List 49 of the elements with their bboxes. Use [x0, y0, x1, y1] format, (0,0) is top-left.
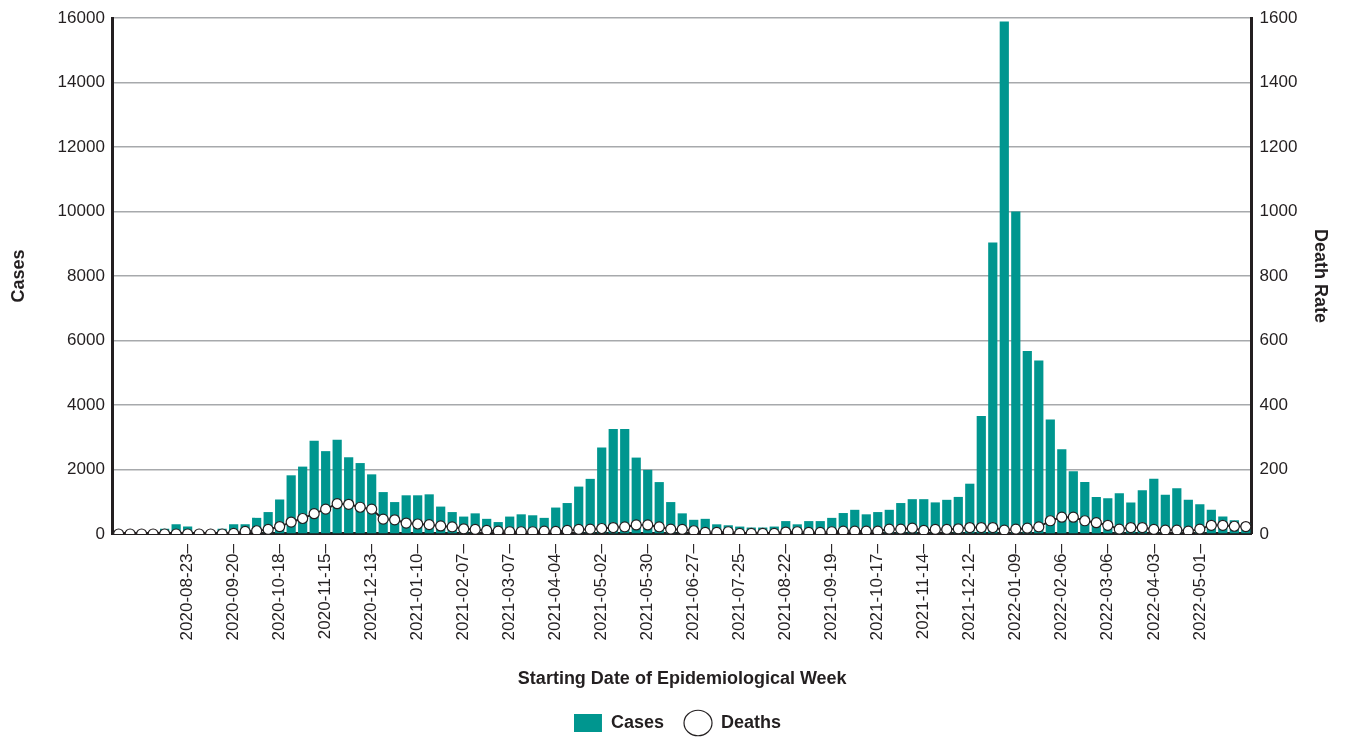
x-tick-label: 2022-04-03– — [1143, 543, 1163, 641]
x-tick-label: 2021-10-17– — [867, 543, 887, 641]
x-tick-label: 2021-11-14– — [913, 543, 933, 640]
y-tick-label: 14000 — [57, 72, 105, 92]
bar — [988, 242, 998, 534]
x-tick-label: 2020-10-18– — [269, 543, 289, 641]
y-tick-label: 4000 — [67, 394, 105, 414]
x-tick-label: 2020-12-13– — [361, 543, 381, 641]
x-tick-label: 2021-06-27– — [683, 543, 703, 641]
y-tick-label: 12000 — [57, 136, 105, 156]
x-tick-label: 2021-05-30– — [637, 543, 657, 641]
x-tick-label: 2021-01-10– — [407, 543, 427, 641]
x-tick-label: 2021-03-07– — [499, 543, 519, 641]
x-tick-label: 2021-12-12– — [959, 543, 979, 641]
x-axis-title: Starting Date of Epidemiological Week — [517, 668, 848, 689]
x-tick-label: 2022-03-06– — [1097, 543, 1117, 641]
x-tick-label: 2022-02-06– — [1051, 543, 1071, 641]
y2-tick-label: 600 — [1259, 330, 1288, 350]
y-tick-label: 8000 — [67, 265, 105, 285]
legend-label: Deaths — [721, 711, 782, 732]
y2-tick-label: 0 — [1259, 523, 1270, 543]
x-tick-label: 2020-11-15– — [315, 543, 335, 640]
y-tick-label: 2000 — [67, 459, 105, 479]
y2-tick-label: 1600 — [1259, 7, 1298, 27]
x-tick-label: 2021-07-25– — [729, 543, 749, 641]
x-tick-label: 2022-05-01– — [1189, 543, 1209, 641]
y-tick-label: 6000 — [67, 330, 105, 350]
x-tick-label: 2021-08-22– — [775, 543, 795, 641]
y2-tick-label: 1400 — [1259, 72, 1298, 92]
x-tick-label: 2020-09-20– — [223, 543, 243, 641]
y2-tick-label: 200 — [1259, 459, 1288, 479]
y-tick-label: 10000 — [57, 201, 105, 221]
y-tick-label: 0 — [95, 523, 105, 543]
y-axis-title: Cases — [7, 249, 28, 303]
bar — [1022, 350, 1032, 534]
y2-tick-label: 1200 — [1259, 136, 1298, 156]
y2-tick-label: 1000 — [1259, 201, 1298, 221]
y2-axis-title: Death Rate — [1311, 229, 1332, 324]
x-tick-label: 2021-09-19– — [821, 543, 841, 641]
y2-tick-label: 800 — [1259, 265, 1288, 285]
x-tick-label: 2021-05-02– — [591, 543, 611, 641]
legend-label: Cases — [610, 711, 665, 732]
y2-tick-label: 400 — [1259, 394, 1288, 414]
bar — [1034, 360, 1044, 534]
x-tick-label: 2021-02-07– — [453, 543, 473, 641]
x-tick-label: 2021-04-04– — [545, 543, 565, 641]
y-tick-label: 16000 — [57, 7, 105, 27]
x-tick-label: 2020-08-23– — [177, 543, 197, 641]
x-tick-label: 2022-01-09– — [1005, 543, 1025, 641]
